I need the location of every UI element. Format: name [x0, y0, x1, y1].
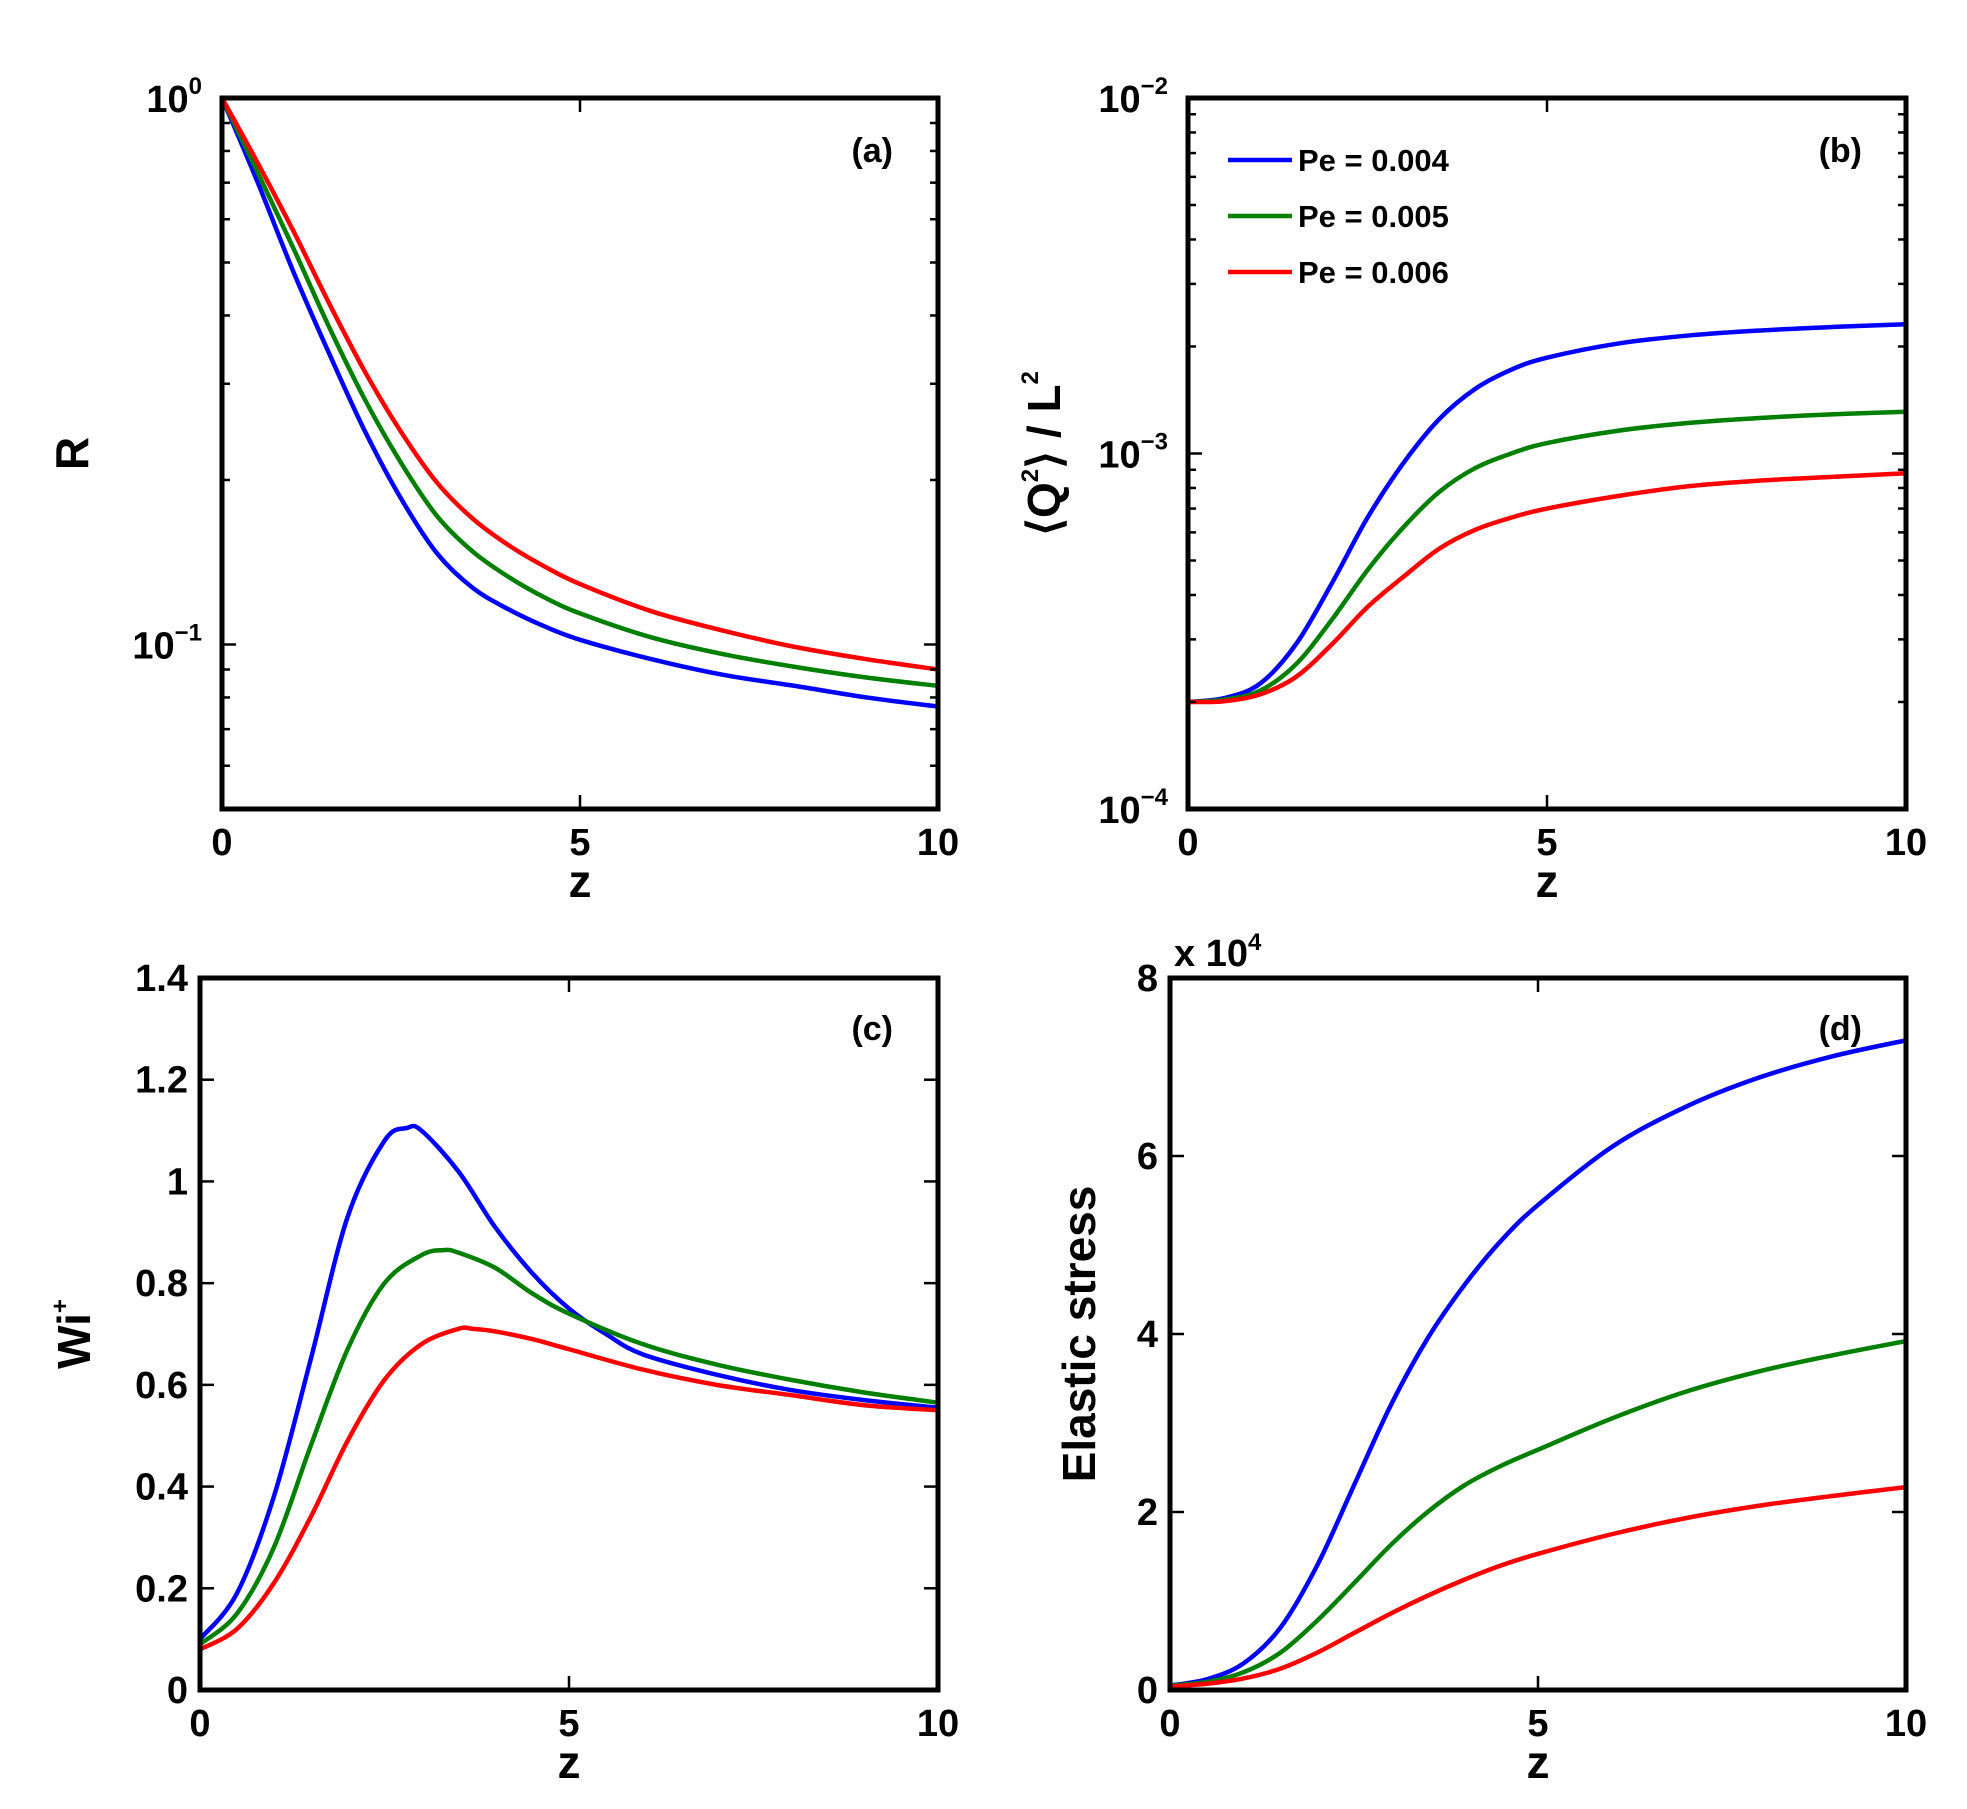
- series-line-1: [222, 98, 938, 709]
- y-tick-label: 100: [146, 73, 202, 121]
- y-axis-title: ⟨Q2⟩ / L2: [1017, 371, 1070, 536]
- x-axis-title: z: [1527, 1736, 1550, 1788]
- y-tick-label: 0.8: [135, 1263, 188, 1305]
- plot-frame: [219, 95, 941, 812]
- series-line-3: [1170, 1484, 1906, 1689]
- x-axis-title: z: [558, 1736, 581, 1788]
- y-tick-label: 1.2: [135, 1060, 188, 1102]
- plot-frame: [1185, 95, 1909, 812]
- plot-frame: [1167, 975, 1909, 1693]
- series-line-2: [1188, 409, 1906, 705]
- legend-label: Pe = 0.006: [1298, 255, 1449, 290]
- y-tick-label: 0: [1137, 1670, 1158, 1712]
- series-group: [200, 1123, 938, 1652]
- y-tick-label: 8: [1137, 958, 1158, 1000]
- y-tick-label: 1.4: [135, 958, 188, 1000]
- series-line-3: [222, 98, 938, 672]
- axis-multiplier: x 104: [1174, 929, 1262, 975]
- x-tick-label: 5: [558, 1703, 579, 1745]
- panel-d: 0 5 10 z 0 2 4 6 8 Elastic stress x 104 (d): [1053, 929, 1927, 1788]
- x-tick-label: 0: [1177, 822, 1198, 864]
- x-tick-label: 10: [917, 1703, 959, 1745]
- y-tick-label: 10−2: [1098, 73, 1168, 121]
- x-tick-label: 0: [211, 822, 232, 864]
- legend-label: Pe = 0.004: [1298, 143, 1450, 178]
- y-tick-label: 0.6: [135, 1365, 188, 1407]
- series-line-1: [200, 1123, 938, 1642]
- panel-a: 0 5 10 z 100 10−1 R (a): [46, 73, 959, 907]
- series-line-1: [1188, 321, 1906, 705]
- x-tick-label: 0: [189, 1703, 210, 1745]
- legend-label: Pe = 0.005: [1298, 199, 1449, 234]
- series-line-1: [1170, 1038, 1906, 1688]
- y-tick-label: 1: [167, 1161, 188, 1203]
- y-tick-label: 6: [1137, 1136, 1158, 1178]
- panel-label: (a): [851, 132, 893, 170]
- series-group: [1170, 1038, 1906, 1689]
- series-line-3: [200, 1325, 938, 1652]
- x-tick-label: 5: [1536, 822, 1557, 864]
- series-line-2: [200, 1247, 938, 1647]
- x-tick-label: 0: [1159, 1703, 1180, 1745]
- panel-label: (c): [851, 1010, 893, 1048]
- series-line-3: [1188, 470, 1906, 705]
- y-tick-label: 2: [1137, 1492, 1158, 1534]
- y-tick-label: 4: [1137, 1314, 1158, 1356]
- x-axis-title: z: [1536, 855, 1559, 907]
- series-line-2: [1170, 1338, 1906, 1688]
- y-tick-label: 10−4: [1098, 784, 1168, 832]
- plot-frame: [197, 975, 941, 1693]
- y-tick-label: 0: [167, 1670, 188, 1712]
- y-axis-title: Wi+: [47, 1299, 100, 1369]
- y-tick-label: 0.2: [135, 1568, 188, 1610]
- panel-c: 0 5 10 z 0 0.2 0.4 0.6 0.8 1 1.2 1.4 Wi+ (c): [47, 958, 959, 1788]
- x-tick-label: 5: [1527, 1703, 1548, 1745]
- y-tick-label: 10−1: [132, 619, 202, 667]
- y-axis-title: R: [46, 437, 98, 470]
- legend: Pe = 0.004 Pe = 0.005 Pe = 0.006: [1228, 143, 1450, 290]
- series-group: [222, 98, 938, 709]
- x-tick-label: 10: [1885, 822, 1927, 864]
- y-axis-title: Elastic stress: [1053, 1186, 1105, 1483]
- x-tick-label: 10: [1885, 1703, 1927, 1745]
- y-tick-label: 0.4: [135, 1467, 188, 1509]
- x-tick-label: 5: [569, 822, 590, 864]
- series-line-2: [222, 98, 938, 689]
- x-tick-label: 10: [917, 822, 959, 864]
- x-axis-title: z: [569, 855, 592, 907]
- series-group: [1188, 321, 1906, 705]
- y-tick-label: 10−3: [1098, 429, 1168, 477]
- panel-label: (b): [1819, 132, 1862, 170]
- panel-label: (d): [1819, 1010, 1862, 1048]
